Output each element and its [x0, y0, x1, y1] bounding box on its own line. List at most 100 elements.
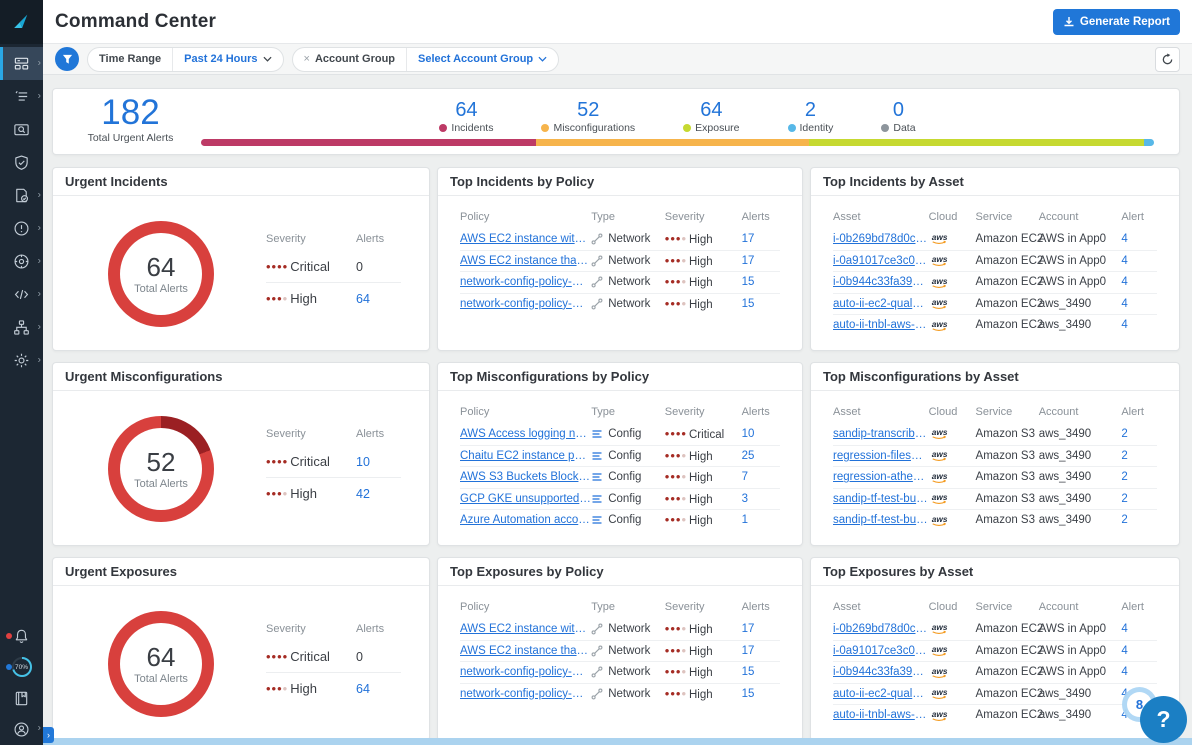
help-button[interactable]: ?: [1140, 696, 1187, 743]
filter-bar: Time Range Past 24 Hours × Account Group…: [43, 44, 1192, 75]
account-group-remove[interactable]: × Account Group: [293, 48, 407, 71]
alert-count-link[interactable]: 25: [742, 450, 780, 462]
policy-link[interactable]: AWS EC2 instance that is i...: [460, 255, 591, 267]
asset-link[interactable]: i-0b944c33fa39ddd69: [833, 276, 929, 288]
compute-icon: [13, 253, 30, 270]
alert-count-link[interactable]: 64: [356, 682, 370, 696]
alert-count-link[interactable]: 17: [742, 233, 780, 245]
asset-link[interactable]: i-0b269bd78d0c64fe8: [833, 233, 929, 245]
alert-count-link[interactable]: 10: [742, 428, 780, 440]
alert-count-link[interactable]: 64: [356, 292, 370, 306]
alert-count-link[interactable]: 17: [742, 255, 780, 267]
asset-link[interactable]: i-0a91017ce3c0fa7f4: [833, 645, 929, 657]
top-misconfigurations-by-asset-card: Top Misconfigurations by Asset AssetClou…: [810, 362, 1180, 546]
notifications-button[interactable]: [0, 624, 43, 648]
alert-count-link[interactable]: 17: [742, 645, 780, 657]
alert-count-link[interactable]: 2: [1121, 428, 1157, 440]
sidebar-item-inventory[interactable]: ›: [0, 80, 43, 113]
policy-link[interactable]: Chaitu EC2 instance policy: [460, 450, 591, 462]
expand-sidebar-button[interactable]: ›: [43, 727, 54, 743]
alert-count-link[interactable]: 15: [742, 688, 780, 700]
alert-count-link[interactable]: 4: [1121, 276, 1157, 288]
policy-link[interactable]: AWS EC2 instance that is i...: [460, 645, 591, 657]
sidebar-item-compute[interactable]: ›: [0, 245, 43, 278]
time-range-dropdown[interactable]: Past 24 Hours: [172, 48, 282, 71]
alert-count-link[interactable]: 7: [742, 471, 780, 483]
investigate-icon: [13, 121, 30, 138]
sidebar-item-application-security[interactable]: ›: [0, 278, 43, 311]
profile-button[interactable]: ›: [0, 717, 43, 741]
policy-link[interactable]: Azure Automation account ...: [460, 514, 591, 526]
policy-link[interactable]: network-config-policy-wit...: [460, 666, 591, 678]
sidebar-item-reports[interactable]: ›: [0, 179, 43, 212]
policy-type-icon: [591, 493, 603, 505]
alerts-donut-chart[interactable]: 52 Total Alerts: [108, 416, 214, 522]
sidebar-item-dashboards[interactable]: ›: [0, 47, 43, 80]
account-cell: AWS in App0: [1039, 233, 1122, 245]
asset-link[interactable]: sandip-tf-test-bucket-...: [833, 493, 929, 505]
sidebar-item-investigate[interactable]: [0, 113, 43, 146]
adoption-advisor-button[interactable]: 70%: [0, 655, 43, 679]
policy-table-row: network-config-policy-wit... Network •••…: [460, 271, 780, 293]
alert-count-link[interactable]: 17: [742, 623, 780, 635]
alerts-donut-chart[interactable]: 64 Total Alerts: [108, 611, 214, 717]
policy-link[interactable]: AWS EC2 instance with unr...: [460, 233, 591, 245]
asset-link[interactable]: auto-ii-tnbl-aws-vnbo...: [833, 709, 929, 721]
alert-count-link[interactable]: 1: [742, 514, 780, 526]
adoption-percent: 70%: [10, 655, 34, 679]
asset-link[interactable]: sandip-transcribe-qhr...: [833, 428, 929, 440]
alert-count-link[interactable]: 4: [1121, 298, 1157, 310]
alert-count-link[interactable]: 42: [356, 487, 370, 501]
asset-link[interactable]: auto-ii-tnbl-aws-vnbo...: [833, 319, 929, 331]
policy-link[interactable]: network-config-policy-wit...: [460, 298, 591, 310]
svg-text:aws: aws: [931, 709, 947, 719]
generate-report-button[interactable]: Generate Report: [1053, 9, 1180, 35]
docs-button[interactable]: [0, 686, 43, 710]
svg-text:aws: aws: [931, 666, 947, 676]
legend-label: Incidents: [451, 122, 493, 134]
alert-count-link[interactable]: 15: [742, 276, 780, 288]
sidebar-item-compliance[interactable]: [0, 146, 43, 179]
asset-link[interactable]: i-0b944c33fa39ddd69: [833, 666, 929, 678]
asset-link[interactable]: regression-athena-41...: [833, 471, 929, 483]
policy-link[interactable]: network-config-policy-wit...: [460, 688, 591, 700]
asset-link[interactable]: sandip-tf-test-bucket-...: [833, 514, 929, 526]
asset-link[interactable]: auto-ii-ec2-qualys-up...: [833, 688, 929, 700]
alert-count-link[interactable]: 15: [742, 666, 780, 678]
filter-funnel-button[interactable]: [55, 47, 79, 71]
alert-count-link[interactable]: 2: [1121, 514, 1157, 526]
alert-count-link[interactable]: 10: [356, 455, 370, 469]
alert-count-link[interactable]: 4: [1121, 319, 1157, 331]
alert-count-link[interactable]: 15: [742, 298, 780, 310]
sidebar-item-settings[interactable]: ›: [0, 344, 43, 377]
asset-link[interactable]: auto-ii-ec2-qualys-up...: [833, 298, 929, 310]
policy-table-row: GCP GKE unsupported Ma... Config ••••Hig…: [460, 488, 780, 510]
prisma-cloud-logo[interactable]: [0, 0, 43, 44]
asset-link[interactable]: i-0b269bd78d0c64fe8: [833, 623, 929, 635]
policy-link[interactable]: AWS Access logging not en...: [460, 428, 591, 440]
alert-count-link[interactable]: 2: [1121, 471, 1157, 483]
alert-count-link[interactable]: 2: [1121, 450, 1157, 462]
code-icon: [13, 286, 30, 303]
asset-link[interactable]: regression-fileshare2...: [833, 450, 929, 462]
alert-count-link[interactable]: 4: [1121, 255, 1157, 267]
asset-link[interactable]: i-0a91017ce3c0fa7f4: [833, 255, 929, 267]
policy-link[interactable]: AWS EC2 instance with unr...: [460, 623, 591, 635]
alert-count-link[interactable]: 4: [1121, 645, 1157, 657]
alert-count-link[interactable]: 4: [1121, 233, 1157, 245]
alert-count-link[interactable]: 2: [1121, 493, 1157, 505]
alerts-stacked-bar[interactable]: [201, 139, 1154, 146]
aws-cloud-icon: aws: [929, 708, 976, 723]
account-group-dropdown[interactable]: Select Account Group: [406, 48, 558, 71]
sidebar-item-network[interactable]: ›: [0, 311, 43, 344]
alert-count-link[interactable]: 4: [1121, 666, 1157, 678]
reset-filters-button[interactable]: [1155, 47, 1180, 72]
policy-link[interactable]: GCP GKE unsupported Ma...: [460, 493, 591, 505]
alert-count-link[interactable]: 4: [1121, 623, 1157, 635]
top-exposures-by-asset-card: Top Exposures by Asset AssetCloudService…: [810, 557, 1180, 741]
policy-link[interactable]: AWS S3 Buckets Block publ...: [460, 471, 591, 483]
alerts-donut-chart[interactable]: 64 Total Alerts: [108, 221, 214, 327]
policy-link[interactable]: network-config-policy-wit...: [460, 276, 591, 288]
sidebar-item-alerts[interactable]: ›: [0, 212, 43, 245]
alert-count-link[interactable]: 3: [742, 493, 780, 505]
